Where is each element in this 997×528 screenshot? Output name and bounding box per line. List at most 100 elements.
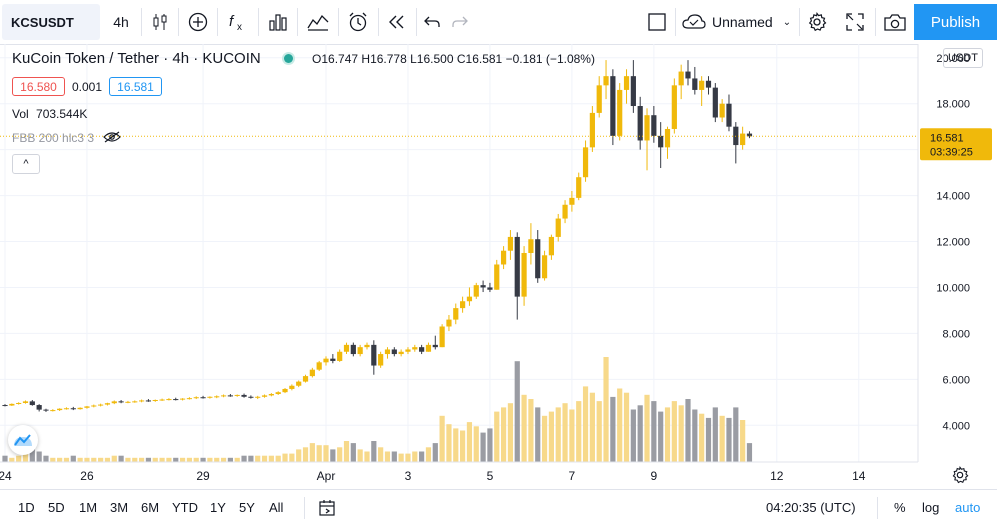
layout-name-button[interactable]: Unnamed ⌄: [682, 4, 794, 40]
volume-bar: [227, 457, 233, 462]
range-1d[interactable]: 1D: [18, 500, 35, 515]
range-1m[interactable]: 1M: [79, 500, 98, 515]
candle-body: [425, 344, 432, 352]
log-scale-toggle[interactable]: log: [922, 500, 940, 515]
volume-bar: [343, 441, 350, 462]
clock-time[interactable]: 04:20:35 (UTC): [766, 500, 856, 515]
volume-bar: [275, 455, 281, 462]
candle-body: [193, 397, 199, 399]
chart-compare-icon[interactable]: [301, 4, 335, 40]
range-5d[interactable]: 5D: [48, 500, 65, 515]
price-tick-label: 4.000: [942, 420, 970, 432]
range-3m[interactable]: 3M: [110, 500, 129, 515]
fullscreen-icon[interactable]: [840, 4, 870, 40]
volume-bar: [43, 455, 49, 462]
volume-bar: [104, 457, 111, 462]
range-5y[interactable]: 5Y: [239, 500, 255, 515]
sell-price-button[interactable]: 16.580: [12, 77, 65, 96]
interval-button[interactable]: 4h: [113, 14, 129, 30]
undo-icon[interactable]: [419, 4, 445, 40]
volume-bar: [746, 443, 753, 462]
chart-grid: [0, 44, 918, 462]
candle-body: [43, 409, 49, 411]
eye-hidden-icon[interactable]: [103, 131, 122, 146]
buy-price-button[interactable]: 16.581: [109, 77, 162, 96]
volume-bar: [302, 447, 309, 462]
volume-bar: [132, 457, 138, 462]
alert-clock-icon[interactable]: [341, 4, 375, 40]
publish-button[interactable]: Publish: [914, 4, 997, 40]
auto-scale-toggle[interactable]: auto: [955, 500, 981, 515]
volume-bar: [405, 453, 411, 462]
range-all[interactable]: All: [269, 500, 284, 515]
volume-bar: [220, 457, 227, 462]
volume-bar: [740, 420, 746, 462]
candle-body: [705, 80, 712, 88]
toolbar-divider: [378, 8, 379, 36]
select-square-icon[interactable]: [642, 4, 672, 40]
tradingview-logo-icon[interactable]: [8, 425, 38, 455]
candle-body: [432, 344, 438, 348]
bar-replay-icon[interactable]: [381, 4, 413, 40]
volume-bar: [57, 457, 63, 462]
range-1y[interactable]: 1Y: [210, 500, 226, 515]
range-ytd[interactable]: YTD: [172, 500, 198, 515]
time-tick-label: 12: [770, 469, 784, 483]
toolbar-divider: [799, 8, 800, 36]
camera-icon[interactable]: [879, 4, 911, 40]
volume-bar: [16, 455, 22, 462]
candle-body: [726, 103, 732, 127]
close-label: C: [456, 52, 466, 66]
candle-body: [603, 76, 609, 86]
volume-bar: [651, 401, 657, 462]
volume-bar: [289, 453, 295, 462]
symbol-search-button[interactable]: KCSUSDT: [2, 4, 100, 40]
templates-bars-icon[interactable]: [262, 4, 294, 40]
range-6m[interactable]: 6M: [141, 500, 160, 515]
settings-gear-icon[interactable]: [802, 4, 832, 40]
price-chart[interactable]: 4.0006.0008.00010.00012.00014.00016.0001…: [0, 0, 997, 489]
toolbar-divider: [258, 8, 259, 36]
candle-body: [275, 392, 281, 395]
volume-bar: [282, 453, 288, 462]
volume-bar: [425, 447, 432, 462]
axis-settings-gear-icon[interactable]: [951, 466, 969, 489]
volume-bar: [630, 409, 636, 462]
redo-icon[interactable]: [447, 4, 473, 40]
toolbar-divider: [675, 8, 676, 36]
volume-bar: [9, 457, 15, 462]
volume-bar: [207, 457, 213, 462]
compare-plus-icon[interactable]: [182, 4, 214, 40]
collapse-legend-button[interactable]: ^: [12, 154, 40, 174]
candle-body: [480, 285, 486, 288]
volume-bar: [541, 415, 548, 462]
percent-scale-toggle[interactable]: %: [894, 500, 906, 515]
candle-body: [562, 204, 568, 219]
candle-body: [364, 344, 370, 348]
volume-bar: [562, 403, 568, 462]
candle-body: [378, 354, 384, 366]
time-tick-label: 14: [852, 469, 866, 483]
time-axis: 24 26 29 Apr 3 5 7 9 12 14: [0, 461, 918, 483]
candle-body: [70, 408, 76, 410]
candle-body: [514, 236, 520, 297]
volume-bar: [439, 415, 445, 462]
volume-bar: [637, 405, 643, 462]
candle-body: [57, 408, 63, 411]
candle-body: [330, 358, 336, 361]
candle-body: [91, 405, 97, 407]
candle-body: [200, 397, 206, 399]
volume-bar: [671, 401, 677, 462]
time-tick-label: 7: [569, 469, 576, 483]
candles-style-icon[interactable]: [145, 4, 175, 40]
volume-bar: [330, 449, 336, 462]
candle-body: [658, 135, 664, 148]
volume-bar: [514, 361, 520, 462]
goto-date-icon[interactable]: [318, 499, 336, 522]
volume-bar: [692, 409, 698, 462]
price-tick-label: 20.000: [936, 53, 970, 65]
candle-body: [555, 218, 561, 237]
volume-bar: [664, 407, 671, 462]
currency-label[interactable]: USDT: [943, 48, 983, 68]
